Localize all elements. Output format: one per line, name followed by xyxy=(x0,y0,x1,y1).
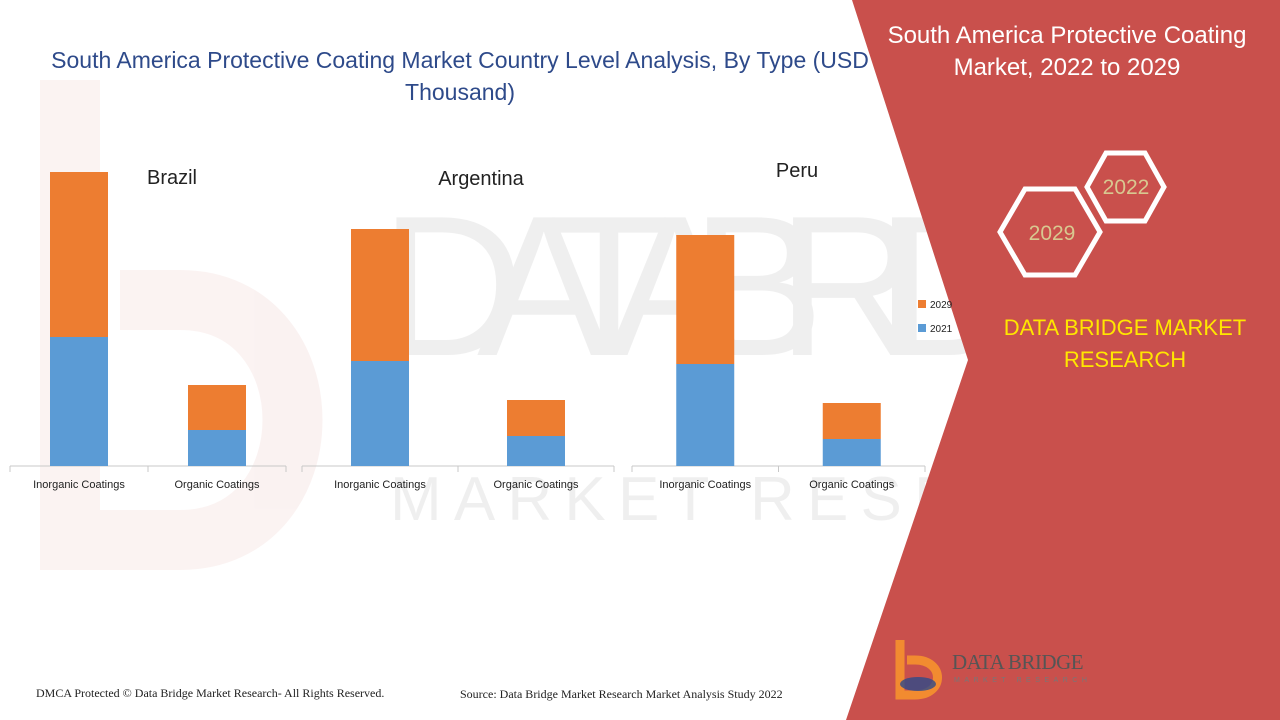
chart-brazil: Brazil Inorganic Coatings Organic Coatings xyxy=(9,167,287,491)
bar-brazil-organic-coatings-2021 xyxy=(188,430,246,466)
legend-swatch-2029 xyxy=(918,300,926,308)
bar-peru-inorganic-coatings-2021 xyxy=(676,364,735,466)
footer-dmca: DMCA Protected © Data Bridge Market Rese… xyxy=(36,686,385,700)
hexagon-year-2022: 2022 xyxy=(1103,176,1150,199)
bar-peru-inorganic-coatings-2029 xyxy=(676,235,735,364)
logo-icon xyxy=(895,640,942,700)
x-tick-label: Organic Coatings xyxy=(809,479,894,491)
x-tick-label: Inorganic Coatings xyxy=(334,479,426,491)
side-panel-title: South America Protective Coating Market,… xyxy=(887,22,1247,81)
legend-swatch-2021 xyxy=(918,324,926,332)
hexagon-2029: 2029 xyxy=(997,186,1103,278)
legend-label-2029: 2029 xyxy=(930,300,953,311)
hexagon-2022: 2022 xyxy=(1084,150,1167,224)
bar-peru-organic-coatings-2021 xyxy=(822,439,881,466)
bar-peru-organic-coatings-2029 xyxy=(822,403,881,439)
logo-subtitle: MARKET RESEARCH xyxy=(954,677,1092,684)
chart-title: Brazil xyxy=(147,167,197,189)
hexagon-year-2029: 2029 xyxy=(1029,222,1076,245)
chart-peru: Peru Inorganic Coatings Organic Coatings 20… xyxy=(631,160,953,491)
x-tick-label: Inorganic Coatings xyxy=(659,479,751,491)
brand-name: DATA BRIDGE MARKET RESEARCH xyxy=(1003,315,1247,372)
page-title: South America Protective Coating Market … xyxy=(51,47,869,105)
bar-brazil-organic-coatings-2029 xyxy=(188,385,246,430)
chart-title: Peru xyxy=(776,160,818,182)
x-tick-label: Inorganic Coatings xyxy=(33,479,125,491)
bar-argentina-organic-coatings-2021 xyxy=(507,436,565,466)
side-panel xyxy=(846,0,1280,720)
bar-brazil-inorganic-coatings-2029 xyxy=(50,172,108,337)
bar-argentina-inorganic-coatings-2029 xyxy=(351,229,409,361)
chart-title: Argentina xyxy=(438,168,524,190)
bar-brazil-inorganic-coatings-2021 xyxy=(50,337,108,466)
bar-argentina-inorganic-coatings-2021 xyxy=(351,361,409,466)
chart-argentina: Argentina Inorganic Coatings Organic Coati… xyxy=(301,168,615,491)
x-tick-label: Organic Coatings xyxy=(175,479,260,491)
bar-argentina-organic-coatings-2029 xyxy=(507,400,565,436)
x-tick-label: Organic Coatings xyxy=(494,479,579,491)
logo-name: DATA BRIDGE xyxy=(952,650,1084,674)
footer-source: Source: Data Bridge Market Research Mark… xyxy=(460,687,783,701)
legend-label-2021: 2021 xyxy=(930,324,953,335)
